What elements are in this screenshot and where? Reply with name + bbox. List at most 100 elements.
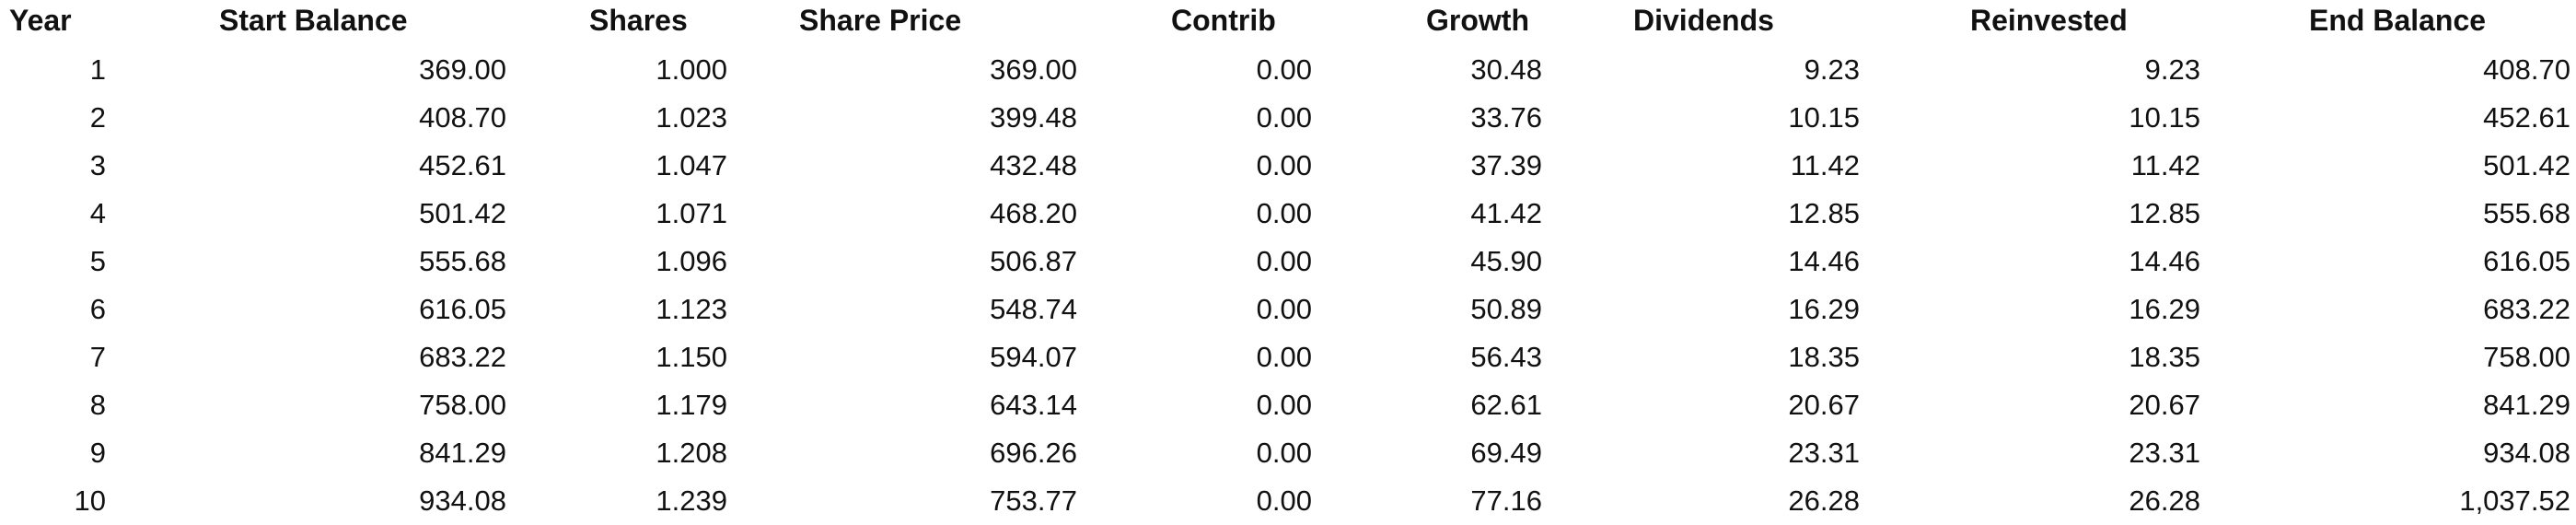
cell-growth: 77.16: [1470, 484, 1542, 517]
cell-start-balance: 555.68: [419, 245, 506, 277]
cell-contrib: 0.00: [1256, 197, 1312, 229]
table-row: 9 841.29 1.208 696.26 0.00 69.49 23.31 23.31 934…: [0, 429, 2576, 477]
cell-share-price: 369.00: [990, 53, 1077, 86]
header-end-balance: End Balance: [2309, 3, 2487, 37]
cell-share-price: 753.77: [990, 484, 1077, 517]
cell-shares: 1.000: [656, 53, 727, 86]
table-row: 3 452.61 1.047 432.48 0.00 37.39 11.42 11.42 501…: [0, 142, 2576, 190]
cell-contrib: 0.00: [1256, 245, 1312, 277]
cell-year: 7: [89, 341, 106, 373]
header-share-price: Share Price: [799, 3, 962, 37]
cell-shares: 1.071: [656, 197, 727, 229]
cell-shares: 1.239: [656, 484, 727, 517]
cell-reinvested: 16.29: [2129, 293, 2200, 325]
cell-growth: 45.90: [1470, 245, 1542, 277]
table-row: 5 555.68 1.096 506.87 0.00 45.90 14.46 14.46 616…: [0, 238, 2576, 286]
cell-dividends: 26.28: [1788, 484, 1860, 517]
header-row: Year Start Balance Shares Share Price Co…: [0, 0, 2576, 41]
cell-start-balance: 501.42: [419, 197, 506, 229]
cell-end-balance: 616.05: [2483, 245, 2570, 277]
cell-dividends: 10.15: [1788, 101, 1860, 134]
cell-end-balance: 555.68: [2483, 197, 2570, 229]
header-contrib: Contrib: [1171, 3, 1276, 37]
cell-reinvested: 10.15: [2129, 101, 2200, 134]
header-growth: Growth: [1426, 3, 1529, 37]
header-year: Year: [9, 3, 72, 37]
cell-end-balance: 501.42: [2483, 149, 2570, 181]
cell-shares: 1.023: [656, 101, 727, 134]
cell-reinvested: 23.31: [2129, 437, 2200, 469]
cell-start-balance: 452.61: [419, 149, 506, 181]
cell-start-balance: 841.29: [419, 437, 506, 469]
cell-contrib: 0.00: [1256, 389, 1312, 421]
cell-year: 5: [89, 245, 106, 277]
cell-shares: 1.179: [656, 389, 727, 421]
table-row: 6 616.05 1.123 548.74 0.00 50.89 16.29 16.29 683…: [0, 286, 2576, 333]
cell-shares: 1.123: [656, 293, 727, 325]
cell-contrib: 0.00: [1256, 484, 1312, 517]
cell-end-balance: 1,037.52: [2459, 484, 2570, 517]
cell-growth: 69.49: [1470, 437, 1542, 469]
cell-growth: 56.43: [1470, 341, 1542, 373]
cell-reinvested: 14.46: [2129, 245, 2200, 277]
cell-end-balance: 683.22: [2483, 293, 2570, 325]
header-start-balance: Start Balance: [219, 3, 408, 37]
cell-growth: 50.89: [1470, 293, 1542, 325]
cell-start-balance: 934.08: [419, 484, 506, 517]
cell-shares: 1.150: [656, 341, 727, 373]
cell-end-balance: 758.00: [2483, 341, 2570, 373]
cell-end-balance: 452.61: [2483, 101, 2570, 134]
cell-contrib: 0.00: [1256, 53, 1312, 86]
cell-start-balance: 369.00: [419, 53, 506, 86]
header-shares: Shares: [589, 3, 688, 37]
cell-end-balance: 841.29: [2483, 389, 2570, 421]
cell-year: 4: [89, 197, 106, 229]
table-row: 4 501.42 1.071 468.20 0.00 41.42 12.85 12.85 555…: [0, 190, 2576, 238]
cell-growth: 62.61: [1470, 389, 1542, 421]
cell-share-price: 643.14: [990, 389, 1077, 421]
cell-dividends: 20.67: [1788, 389, 1860, 421]
cell-start-balance: 683.22: [419, 341, 506, 373]
cell-dividends: 11.42: [1790, 149, 1860, 181]
table-header: Year Start Balance Shares Share Price Co…: [0, 0, 2576, 41]
cell-reinvested: 18.35: [2129, 341, 2200, 373]
cell-year: 6: [89, 293, 106, 325]
table-row: 2 408.70 1.023 399.48 0.00 33.76 10.15 10.15 452…: [0, 94, 2576, 142]
cell-share-price: 432.48: [990, 149, 1077, 181]
cell-reinvested: 20.67: [2129, 389, 2200, 421]
cell-end-balance: 934.08: [2483, 437, 2570, 469]
table-body: 1 369.00 1.000 369.00 0.00 30.48 9.23 9.23 408.7…: [0, 41, 2576, 525]
cell-dividends: 16.29: [1788, 293, 1860, 325]
table-row: 10 934.08 1.239 753.77 0.00 77.16 26.28 26.28 1,…: [0, 477, 2576, 525]
cell-share-price: 399.48: [990, 101, 1077, 134]
table-row: 7 683.22 1.150 594.07 0.00 56.43 18.35 18.35 758…: [0, 333, 2576, 381]
cell-year: 8: [89, 389, 106, 421]
cell-share-price: 548.74: [990, 293, 1077, 325]
cell-growth: 37.39: [1470, 149, 1542, 181]
cell-start-balance: 408.70: [419, 101, 506, 134]
cell-dividends: 14.46: [1788, 245, 1860, 277]
cell-growth: 41.42: [1470, 197, 1542, 229]
cell-dividends: 23.31: [1788, 437, 1860, 469]
table-row: 1 369.00 1.000 369.00 0.00 30.48 9.23 9.23 408.7…: [0, 41, 2576, 94]
cell-share-price: 696.26: [990, 437, 1077, 469]
cell-growth: 33.76: [1470, 101, 1542, 134]
cell-year: 2: [89, 101, 106, 134]
cell-share-price: 506.87: [990, 245, 1077, 277]
cell-reinvested: 11.42: [2130, 149, 2200, 181]
cell-year: 10: [74, 484, 106, 517]
table-row: 8 758.00 1.179 643.14 0.00 62.61 20.67 20.67 841…: [0, 381, 2576, 429]
cell-shares: 1.208: [656, 437, 727, 469]
cell-reinvested: 9.23: [2144, 53, 2200, 86]
cell-dividends: 9.23: [1804, 53, 1860, 86]
cell-reinvested: 12.85: [2129, 197, 2200, 229]
cell-contrib: 0.00: [1256, 149, 1312, 181]
cell-end-balance: 408.70: [2483, 53, 2570, 86]
cell-shares: 1.096: [656, 245, 727, 277]
header-dividends: Dividends: [1633, 3, 1774, 37]
cell-shares: 1.047: [656, 149, 727, 181]
cell-year: 1: [89, 53, 106, 86]
cell-year: 3: [89, 149, 106, 181]
